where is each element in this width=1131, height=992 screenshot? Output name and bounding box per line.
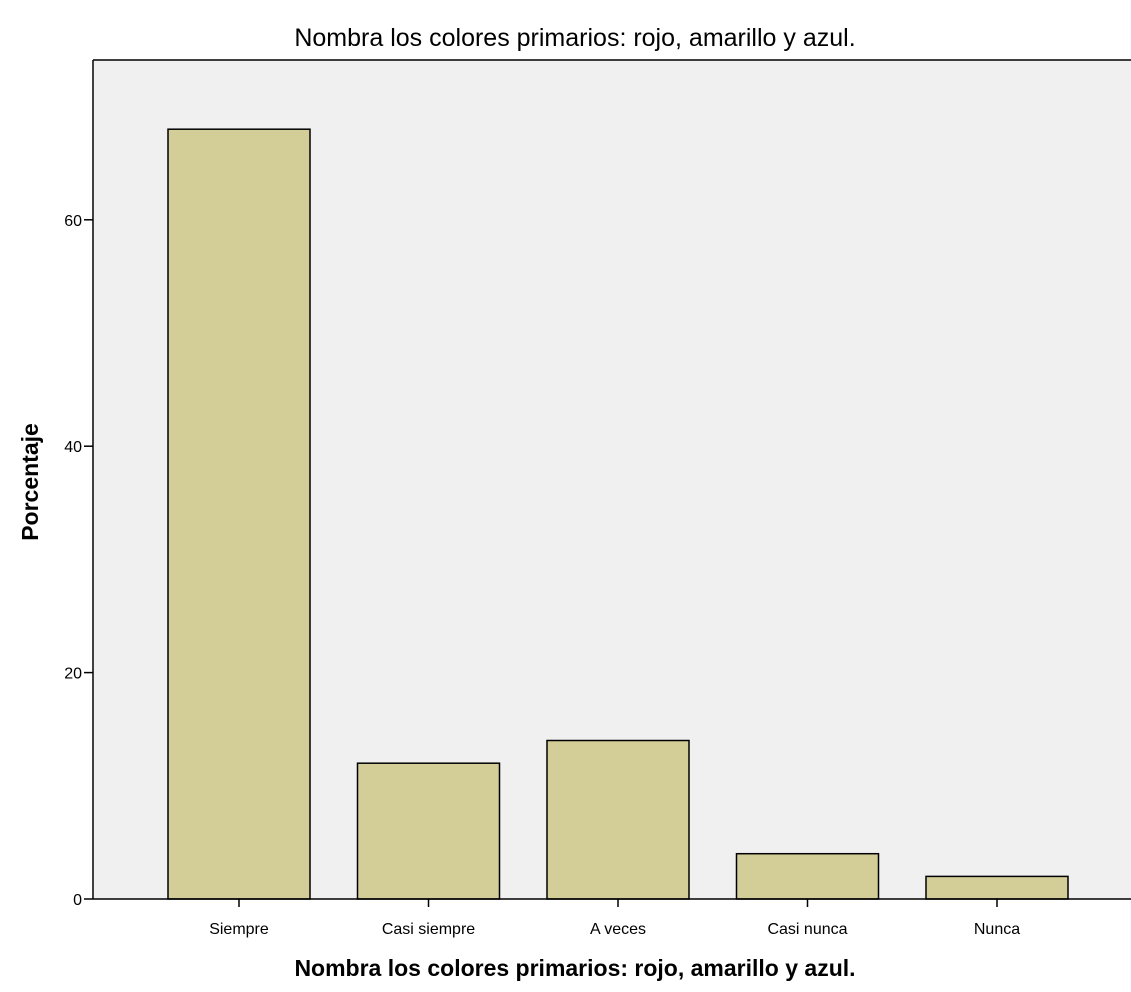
y-tick-label: 40 [64,439,82,456]
x-tick-label-casi-nunca: Casi nunca [767,921,847,938]
chart-title: Nombra los colores primarios: rojo, amar… [294,24,855,52]
bar-casi-nunca [735,852,880,900]
bar-casi-siempre [356,762,501,900]
x-tick-label-nunca: Nunca [974,921,1020,938]
x-ticks-group: Siempre Casi siempre A veces Casi nunca Nunc… [209,899,1020,938]
x-tick-label-casi-siempre: Casi siempre [382,921,475,938]
bar-siempre [167,128,311,900]
bars-group [167,128,1069,900]
bar-nunca [925,875,1069,900]
y-tick-label: 0 [73,892,82,909]
x-tick-label-siempre: Siempre [209,921,269,938]
y-tick-label: 60 [64,213,82,230]
x-axis-title: Nombra los colores primarios: rojo, amar… [294,955,855,981]
y-ticks-group: 0 20 40 60 [64,213,93,909]
y-tick-label: 20 [64,666,82,683]
y-axis-title: Porcentaje [17,423,43,541]
bar-a-veces [546,739,690,900]
x-tick-label-a-veces: A veces [590,921,646,938]
